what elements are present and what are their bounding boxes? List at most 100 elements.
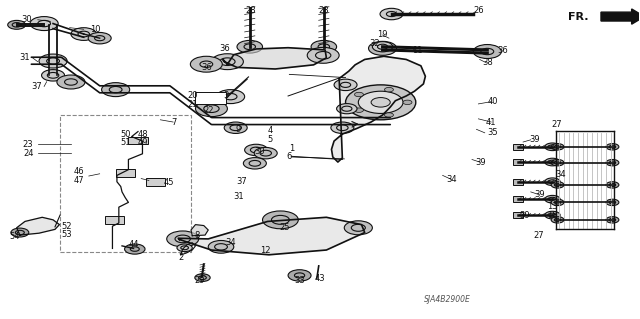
Circle shape: [224, 122, 247, 133]
Text: 34: 34: [446, 175, 457, 184]
Circle shape: [334, 79, 357, 91]
Text: 37: 37: [237, 177, 248, 186]
Circle shape: [371, 98, 390, 107]
Text: 26: 26: [473, 6, 484, 15]
Circle shape: [545, 211, 560, 219]
Text: 4: 4: [268, 126, 273, 135]
Text: 27: 27: [533, 231, 544, 240]
Text: 52: 52: [61, 222, 72, 231]
Circle shape: [244, 144, 268, 156]
Circle shape: [102, 83, 130, 97]
Circle shape: [288, 270, 311, 281]
Text: 12: 12: [260, 246, 271, 255]
FancyArrow shape: [601, 9, 640, 24]
Circle shape: [545, 178, 560, 186]
Circle shape: [606, 199, 619, 205]
Circle shape: [262, 211, 298, 229]
Text: 44: 44: [128, 240, 139, 249]
Text: 30: 30: [254, 147, 265, 156]
Polygon shape: [17, 217, 60, 235]
Text: FR.: FR.: [568, 11, 588, 22]
Bar: [146, 178, 165, 186]
Circle shape: [216, 90, 244, 104]
Circle shape: [177, 244, 192, 252]
Text: 6: 6: [287, 152, 292, 161]
Text: 32: 32: [369, 39, 380, 48]
Circle shape: [369, 41, 397, 55]
Circle shape: [167, 231, 198, 247]
Circle shape: [385, 113, 394, 117]
Text: 20: 20: [187, 92, 198, 100]
Circle shape: [355, 108, 364, 112]
Polygon shape: [223, 48, 326, 69]
Circle shape: [551, 160, 564, 166]
Circle shape: [254, 147, 277, 159]
Polygon shape: [332, 56, 426, 162]
Text: 39: 39: [476, 158, 486, 167]
Text: 27: 27: [551, 120, 561, 129]
Circle shape: [331, 122, 354, 133]
Circle shape: [30, 17, 58, 31]
Text: 10: 10: [90, 26, 100, 34]
Bar: [116, 169, 135, 177]
Circle shape: [125, 244, 145, 254]
Circle shape: [551, 182, 564, 188]
Text: 48: 48: [137, 130, 148, 138]
Text: 43: 43: [315, 274, 325, 283]
Circle shape: [39, 54, 67, 68]
Text: 46: 46: [74, 167, 84, 176]
Text: 31: 31: [20, 53, 30, 62]
Circle shape: [337, 104, 357, 114]
Bar: [513, 212, 523, 218]
Text: 35: 35: [487, 128, 498, 137]
Circle shape: [473, 45, 501, 58]
Circle shape: [606, 217, 619, 223]
Text: 23: 23: [23, 140, 33, 149]
Circle shape: [606, 160, 619, 166]
Circle shape: [307, 48, 339, 63]
Circle shape: [311, 41, 337, 53]
Circle shape: [551, 199, 564, 205]
Text: 47: 47: [74, 176, 84, 185]
Text: 2: 2: [178, 253, 184, 262]
Text: 39: 39: [519, 211, 530, 219]
Circle shape: [372, 42, 393, 52]
Circle shape: [195, 274, 210, 281]
Text: 5: 5: [268, 135, 273, 144]
Text: 28: 28: [319, 6, 329, 15]
Polygon shape: [178, 217, 365, 255]
Text: 54: 54: [10, 232, 20, 241]
Circle shape: [355, 92, 364, 97]
Bar: [195, 93, 226, 104]
Circle shape: [71, 28, 97, 41]
Text: 3: 3: [223, 92, 228, 100]
Text: 41: 41: [486, 117, 497, 127]
Polygon shape: [191, 225, 208, 236]
Text: 38: 38: [482, 58, 493, 67]
Text: 39: 39: [534, 190, 545, 199]
Text: 33: 33: [294, 276, 305, 285]
Text: 19: 19: [378, 31, 388, 40]
Text: 34: 34: [555, 170, 565, 179]
Text: SJA4B2900E: SJA4B2900E: [424, 295, 470, 304]
Bar: [105, 216, 124, 224]
Text: 25: 25: [280, 223, 290, 232]
Text: 1: 1: [289, 144, 294, 153]
Text: 49: 49: [137, 138, 148, 147]
Text: 40: 40: [487, 97, 498, 106]
Text: 7: 7: [172, 117, 177, 127]
Bar: [513, 196, 523, 202]
Circle shape: [190, 56, 222, 72]
Circle shape: [344, 221, 372, 235]
Text: 45: 45: [164, 178, 175, 187]
Bar: [513, 179, 523, 185]
Text: 9: 9: [236, 125, 241, 134]
Text: 11: 11: [412, 46, 422, 55]
Circle shape: [358, 91, 403, 114]
Text: 53: 53: [61, 230, 72, 239]
Bar: [129, 137, 148, 144]
Text: 39: 39: [529, 135, 540, 144]
Circle shape: [380, 8, 403, 20]
Circle shape: [243, 158, 266, 169]
Circle shape: [551, 144, 564, 150]
